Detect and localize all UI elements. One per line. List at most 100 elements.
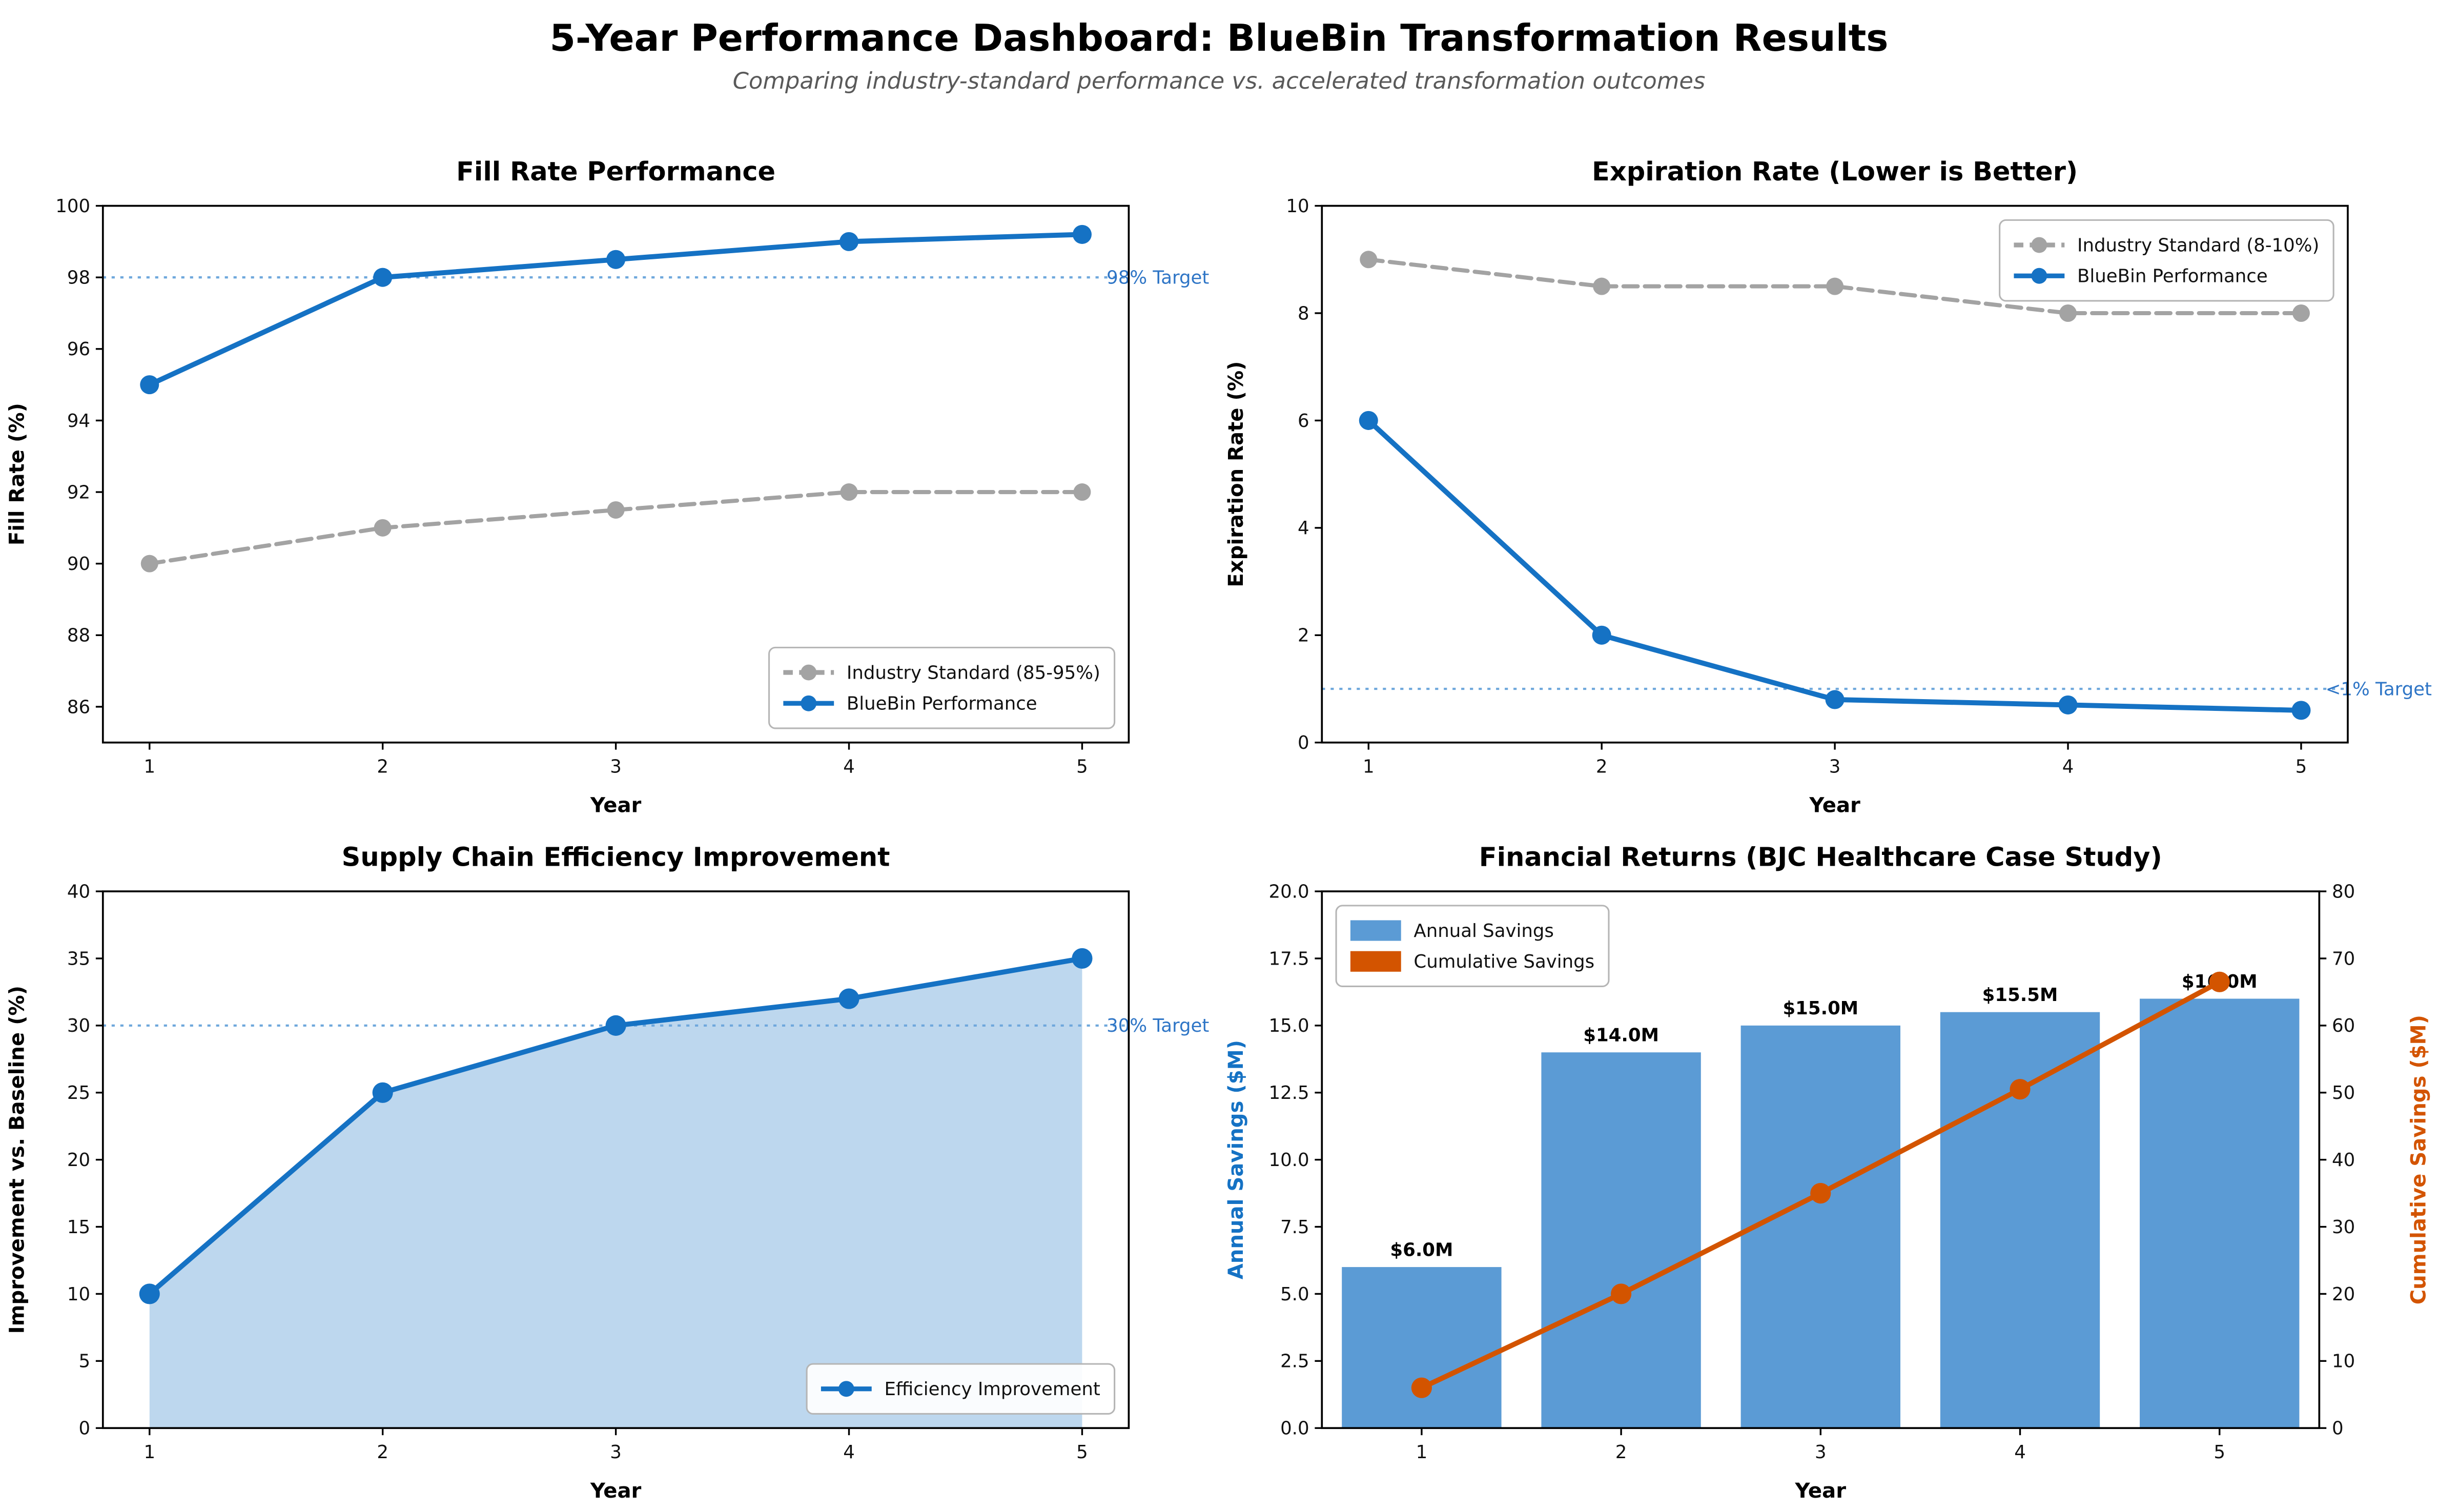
y-tick-label: 5 [78,1351,90,1372]
y-tick-label: 10.0 [1268,1150,1309,1171]
bar-value-label: $15.5M [1982,985,2058,1006]
data-point [1810,1183,1831,1204]
bar-value-label: $6.0M [1390,1239,1453,1260]
data-point [605,1015,626,1036]
data-point [2291,701,2311,720]
dashboard-title: 5-Year Performance Dashboard: BlueBin Tr… [549,15,1889,60]
y-tick-label: 2.5 [1280,1351,1309,1372]
data-point [1072,948,1093,969]
data-point [372,1082,393,1103]
panel-financial-returns: $6.0M$14.0M$15.0M$15.5M$16.0M123450.02.5… [1219,825,2438,1510]
x-tick-label: 3 [1815,1442,1827,1463]
x-tick-label: 1 [1416,1442,1428,1463]
legend-label: Efficiency Improvement [884,1379,1100,1400]
data-point [1593,277,1611,295]
legend-label: BlueBin Performance [847,693,1037,714]
y-tick-label: 5.0 [1280,1284,1309,1305]
bar [1740,1025,1900,1428]
expiration-rate-chart: <1% Target 1 2 3 4 5 0 2 4 6 8 10 Expiration Rate (L… [1224,157,2432,817]
dashboard-header: 5-Year Performance Dashboard: BlueBin Tr… [0,0,2438,139]
x-tick-label: 2 [1615,1442,1627,1463]
legend: Industry Standard (8-10%) BlueBin Perform… [1999,219,2334,302]
target-label: 30% Target [1107,1015,1209,1036]
legend-box [1999,219,2334,302]
data-point [1592,625,1611,645]
y-tick-label: 10 [67,1284,90,1305]
y-tick-label: 6 [1298,411,1309,432]
legend-label: Industry Standard (8-10%) [2077,235,2319,256]
chart-title: Fill Rate Performance [456,157,775,187]
y-tick-label: 10 [1286,196,1309,217]
supply-chain-efficiency-chart: 30% Target 1 2 3 4 5 0 5 10 15 20 25 30 35 40 Supply Ch… [5,843,1209,1503]
x-axis-label: Year [1795,1479,1847,1503]
y-axis-label: Improvement vs. Baseline (%) [5,986,29,1334]
legend-swatch [1350,951,1401,972]
y-tick-label: 2 [1298,625,1309,646]
legend-box [768,646,1116,729]
x-tick-label: 5 [2296,756,2307,777]
y-right-axis-label: Cumulative Savings ($M) [2407,1015,2430,1304]
panel-supply-chain-efficiency: 30% Target 1 2 3 4 5 0 5 10 15 20 25 30 35 40 Supply Ch… [0,825,1219,1510]
area-fill [149,958,1082,1428]
y-tick-label: 0 [1298,732,1309,753]
x-tick-label: 5 [1076,756,1088,777]
y-tick-label: 90 [67,554,90,575]
panel-fill-rate-performance: 98% Target 1 2 3 4 5 86 88 90 92 94 96 98 100 Fill Rat… [0,139,1219,825]
bar-value-label: $14.0M [1583,1025,1659,1046]
legend-label: Cumulative Savings [1413,951,1594,972]
legend-marker [801,695,817,711]
y-tick-label: 25 [67,1082,90,1104]
y-tick-label: 96 [67,339,90,360]
data-point [1072,224,1092,244]
y-right-tick-label: 50 [2332,1082,2355,1104]
legend-marker [2031,268,2047,284]
target-label: 98% Target [1107,268,1209,289]
chart-title: Financial Returns (BJC Healthcare Case S… [1479,843,2162,873]
y-tick-label: 7.5 [1280,1217,1309,1238]
x-tick-label: 1 [144,756,155,777]
y-tick-label: 20.0 [1268,881,1309,902]
data-point [839,232,859,251]
series-line [1366,257,2303,316]
y-tick-label: 0.0 [1280,1418,1309,1439]
y-right-tick-label: 10 [2332,1351,2355,1372]
y-tick-label: 4 [1298,518,1309,539]
x-tick-label: 4 [843,756,855,777]
legend: Annual Savings Cumulative Savings [1335,905,1610,987]
data-point [140,555,158,573]
x-tick-label: 5 [1076,1442,1088,1463]
panel-expiration-rate: <1% Target 1 2 3 4 5 0 2 4 6 8 10 Expiration Rate (L… [1219,139,2438,825]
x-axis-label: Year [590,794,642,818]
data-point [840,483,858,501]
legend: Industry Standard (85-95%) BlueBin Perfor… [768,646,1116,729]
y-tick-label: 17.5 [1268,948,1309,969]
data-point [2059,304,2077,322]
y-tick-label: 15.0 [1268,1015,1309,1036]
y-axis-label: Fill Rate (%) [5,403,29,545]
y-right-tick-label: 70 [2332,948,2355,969]
legend-box [1335,905,1610,987]
legend-label: Annual Savings [1413,921,1554,942]
y-tick-label: 15 [67,1217,90,1238]
data-point [2058,695,2078,714]
y-right-tick-label: 60 [2332,1015,2355,1036]
x-tick-label: 1 [144,1442,155,1463]
data-point [607,501,625,519]
x-axis-label: Year [590,1479,642,1503]
x-tick-label: 4 [843,1442,855,1463]
data-point [1073,483,1091,501]
x-tick-label: 2 [377,1442,388,1463]
y-tick-label: 30 [67,1015,90,1036]
data-point [2010,1079,2031,1100]
y-tick-label: 86 [67,697,90,718]
data-point [1360,251,1378,269]
data-point [374,519,392,537]
y-tick-label: 40 [67,881,90,902]
y-tick-label: 8 [1298,303,1309,324]
data-point [838,988,859,1009]
x-tick-label: 3 [610,1442,622,1463]
legend: Efficiency Improvement [806,1363,1116,1415]
y-axis-label: Expiration Rate (%) [1224,361,1248,587]
chart-title: Expiration Rate (Lower is Better) [1592,157,2078,187]
